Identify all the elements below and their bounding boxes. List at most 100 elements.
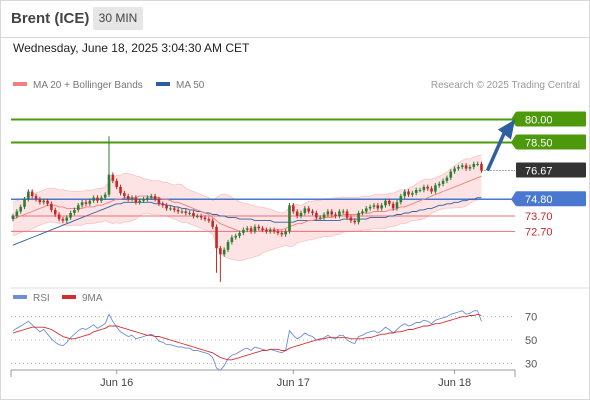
candle-body	[92, 197, 95, 201]
candle-body	[330, 211, 334, 215]
candle-body	[219, 248, 222, 255]
candle-body	[399, 196, 403, 203]
candle-body	[65, 217, 69, 221]
level-label-78-50: 78.50	[525, 138, 553, 150]
candle-body	[445, 177, 449, 181]
candle-body	[334, 214, 337, 217]
rsi-line	[12, 310, 482, 371]
candle-body	[380, 205, 383, 209]
candle-body	[434, 185, 437, 192]
legend-9ma-label: 9MA	[82, 293, 103, 304]
candle-body	[57, 214, 61, 220]
candle-body	[276, 231, 280, 233]
x-tick-label-1: Jun 17	[277, 377, 310, 389]
candle-body	[199, 216, 203, 218]
level-tag-78-50	[516, 134, 586, 150]
candle-body	[460, 165, 464, 168]
candle-body	[311, 211, 314, 213]
candle-body	[268, 229, 272, 232]
candle-body	[449, 171, 453, 178]
candle-body	[161, 203, 165, 206]
candle-body	[84, 202, 88, 204]
candle-body	[123, 193, 126, 197]
x-tick-label-2: Jun 18	[438, 377, 471, 389]
candle-body	[295, 211, 299, 217]
candle-body	[472, 163, 476, 168]
candle-body	[414, 190, 418, 194]
candle-body	[292, 205, 295, 212]
credit-text: Research © 2025 Trading Central	[430, 80, 580, 91]
candle-body	[280, 232, 284, 235]
candle-body	[253, 226, 257, 232]
candle-body	[345, 211, 349, 218]
candle-body	[100, 197, 103, 201]
candle-body	[349, 217, 353, 221]
bollinger-lower-line	[12, 197, 482, 262]
candle-body	[203, 217, 207, 220]
candle-body	[188, 212, 191, 214]
candle-body	[453, 168, 456, 172]
candle-body	[169, 208, 172, 210]
candle-body	[76, 205, 80, 210]
rsi-tick-label-70: 70	[525, 312, 537, 324]
candle-body	[142, 199, 145, 201]
candle-body	[326, 211, 330, 215]
candle-body	[88, 200, 92, 204]
candle-body	[364, 208, 368, 212]
candle-body	[165, 205, 168, 209]
candle-body	[480, 163, 483, 171]
candle-body	[73, 209, 76, 213]
candle-body	[146, 197, 149, 200]
candle-body	[322, 214, 326, 218]
candle-body	[372, 205, 376, 207]
candle-body	[418, 190, 422, 191]
legend-ma50-label: MA 50	[176, 80, 205, 91]
candle-body	[30, 191, 34, 197]
candle-body	[299, 212, 303, 217]
candle-body	[265, 229, 268, 232]
candle-body	[391, 203, 395, 209]
candle-body	[184, 211, 188, 213]
level-label-72-70: 72.70	[525, 226, 553, 238]
candle-body	[288, 205, 291, 232]
candle-body	[53, 209, 57, 215]
candle-body	[307, 208, 310, 212]
candle-body	[257, 226, 261, 229]
candle-body	[222, 249, 226, 255]
candle-body	[338, 211, 341, 217]
instrument-title: Brent (ICE)	[11, 10, 90, 27]
candle-body	[426, 186, 430, 189]
candle-body	[303, 208, 307, 213]
legend-bollinger-label: MA 20 + Bollinger Bands	[33, 80, 143, 91]
candle-body	[126, 196, 130, 200]
candle-body	[422, 186, 426, 190]
candle-body	[50, 203, 53, 210]
candle-body	[407, 191, 410, 195]
bollinger-upper-line	[12, 154, 482, 214]
rsi-tick-label-30: 30	[525, 358, 537, 370]
candle-body	[476, 163, 479, 165]
rsi-ma-line	[12, 313, 482, 361]
timeframe-badge[interactable]: 30 MIN	[93, 7, 143, 30]
legend-9ma: 9MA	[62, 293, 103, 304]
candle-body	[176, 209, 180, 212]
rsi-tick-label-50: 50	[525, 335, 537, 347]
candle-body	[261, 228, 264, 230]
target-arrow-head	[498, 119, 515, 140]
candle-body	[157, 199, 161, 204]
candles-group	[11, 136, 483, 282]
candle-body	[11, 216, 15, 220]
candle-body	[411, 193, 414, 195]
candle-body	[376, 205, 380, 209]
candle-body	[61, 219, 65, 221]
candle-body	[230, 237, 234, 243]
rsi-swatch	[13, 295, 27, 300]
level-tag-74-80	[516, 191, 586, 207]
candle-body	[149, 196, 153, 198]
legend-bollinger: MA 20 + Bollinger Bands	[13, 80, 143, 91]
candle-body	[130, 197, 134, 200]
ma9-swatch	[62, 295, 76, 300]
candle-body	[215, 226, 218, 249]
candle-body	[69, 212, 72, 218]
